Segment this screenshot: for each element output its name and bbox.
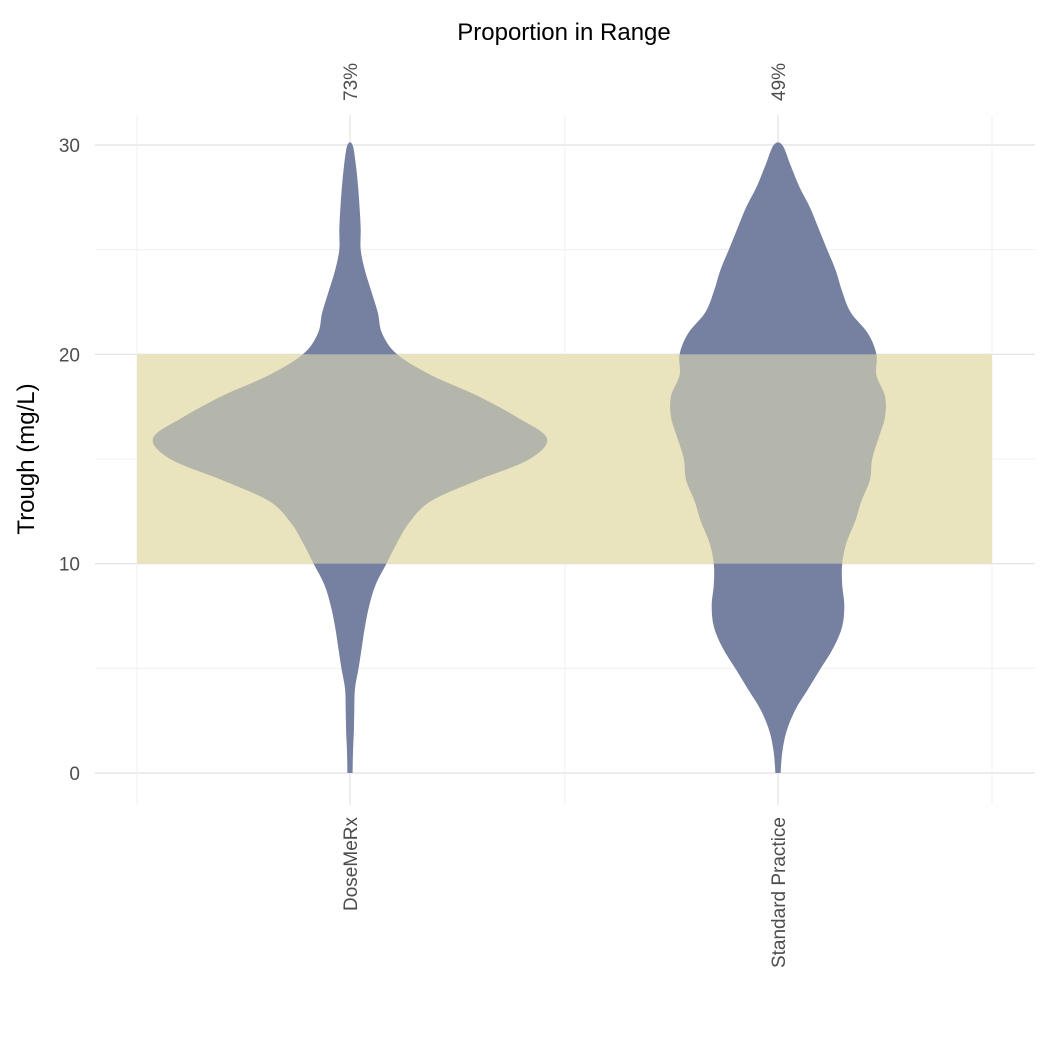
y-tick-label: 30	[59, 136, 80, 157]
top-proportion-labels: 73% 49%	[341, 63, 790, 101]
y-axis-tick-labels: 0 10 20 30	[59, 136, 80, 785]
y-tick-label: 10	[59, 555, 80, 576]
top-axis-title: Proportion in Range	[457, 19, 670, 46]
y-tick-label: 20	[59, 345, 80, 366]
top-proportion-label: 73%	[341, 63, 362, 101]
violins	[137, 142, 992, 773]
target-range-overlay	[137, 354, 992, 564]
y-tick-label: 0	[69, 764, 80, 785]
x-tick-label: DoseMeRx	[341, 817, 362, 911]
x-tick-label: Standard Practice	[769, 817, 790, 968]
x-axis-tick-labels: DoseMeRx Standard Practice	[341, 817, 790, 969]
y-axis-title: Trough (mg/L)	[13, 383, 40, 534]
top-proportion-label: 49%	[769, 63, 790, 101]
